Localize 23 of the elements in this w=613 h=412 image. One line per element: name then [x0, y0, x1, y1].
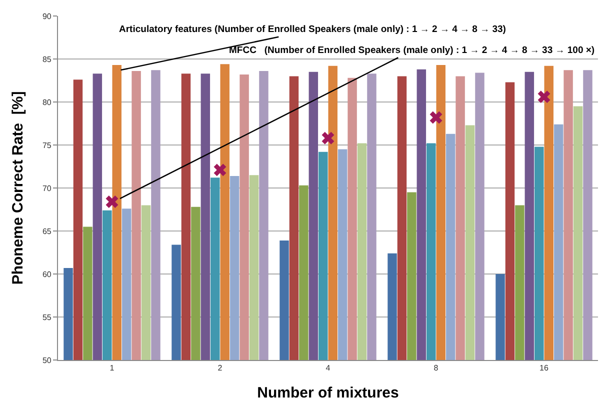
x-tick-label: 8: [434, 364, 439, 373]
point: [106, 196, 118, 208]
y-tick-label: 60: [42, 270, 52, 279]
x-tick-label: 2: [218, 364, 223, 373]
y-axis-title: Phoneme Correct Rate [%]: [10, 91, 27, 285]
point: [214, 164, 226, 176]
y-tick-label: 50: [42, 356, 52, 365]
y-tick-label: 75: [42, 140, 52, 150]
y-tick-label: 55: [42, 312, 52, 322]
x-tick-label: 16: [540, 364, 549, 373]
point: [538, 90, 550, 104]
x-tick-label: 4: [326, 364, 331, 373]
point: [430, 111, 442, 124]
annotation: Articulatory features (Number of Enrolled Speakers (male only) : 1 → 2 → 4 → 8 → 33): [119, 24, 506, 35]
point: [322, 132, 334, 144]
x-tick-label: 1: [110, 364, 115, 373]
y-tick-label: 90: [42, 12, 52, 21]
y-tick-label: 80: [42, 98, 52, 107]
x-axis-title: Number of mixtures: [257, 384, 399, 402]
annotation: MFCC (Number of Enrolled Speakers (male only) : 1 → 2 → 4 → 8 → 33 → 100 ×): [229, 45, 595, 56]
y-tick-label: 70: [42, 184, 52, 193]
y-tick-label: 85: [42, 54, 52, 64]
y-tick-label: 65: [42, 226, 52, 236]
